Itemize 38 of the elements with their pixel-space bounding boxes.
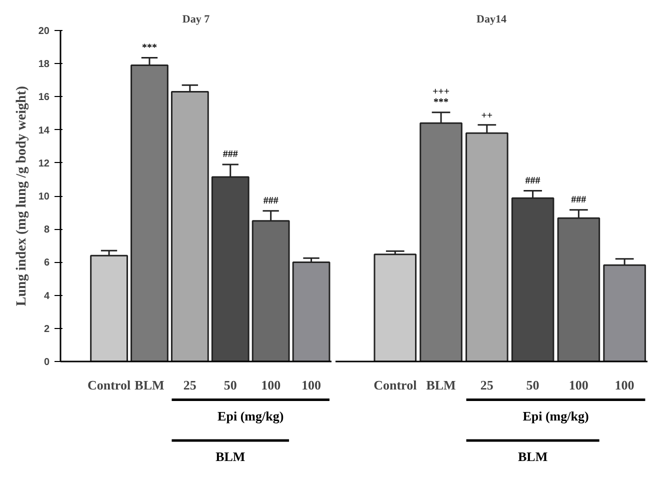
x-tick-label: 100 <box>568 378 588 392</box>
y-tick-label: 14 <box>38 125 50 136</box>
y-tick-label: 10 <box>38 192 50 202</box>
y-tick-label: 16 <box>38 92 50 104</box>
y-tick-label: 8 <box>44 224 50 236</box>
y-tick-label: 2 <box>44 324 50 335</box>
text: Epi (mg/kg) <box>218 408 284 424</box>
annotation: *** <box>142 42 157 54</box>
x-tick-label: 50 <box>526 378 540 392</box>
x-tick-label: 100 <box>261 378 281 392</box>
annotation: +++ <box>432 86 450 98</box>
x-tick-label: 25 <box>183 378 197 392</box>
annotation: ### <box>571 194 586 206</box>
y-tick-label: 18 <box>38 59 50 70</box>
text: Epi (mg/kg) <box>522 408 589 424</box>
annotation: ++ <box>481 110 493 122</box>
annotation: ### <box>263 195 278 206</box>
text: BLM <box>216 449 246 464</box>
chart-title: Day 7 <box>182 14 210 26</box>
text: BLM <box>518 449 548 464</box>
annotation: ### <box>222 149 238 160</box>
y-axis-title: Lung index (mg lung /g body weight) <box>14 86 30 306</box>
y-tick-label: 12 <box>38 158 50 170</box>
x-tick-label: 100 <box>302 378 322 392</box>
x-tick-label: Control <box>87 378 131 392</box>
x-tick-label: BLM <box>426 378 456 392</box>
x-tick-label: 25 <box>480 378 494 392</box>
x-tick-label: 50 <box>224 378 237 392</box>
y-tick-label: 6 <box>44 258 50 269</box>
x-tick-label: BLM <box>134 378 164 392</box>
annotation: ### <box>525 175 540 186</box>
annotation: *** <box>434 96 449 108</box>
x-tick-label: Control <box>374 378 418 392</box>
y-tick-label: 0 <box>44 357 50 368</box>
chart-title: Day14 <box>476 14 507 26</box>
y-tick-label: 4 <box>44 290 50 302</box>
y-tick-label: 20 <box>38 26 50 37</box>
x-tick-label: 100 <box>614 378 634 392</box>
